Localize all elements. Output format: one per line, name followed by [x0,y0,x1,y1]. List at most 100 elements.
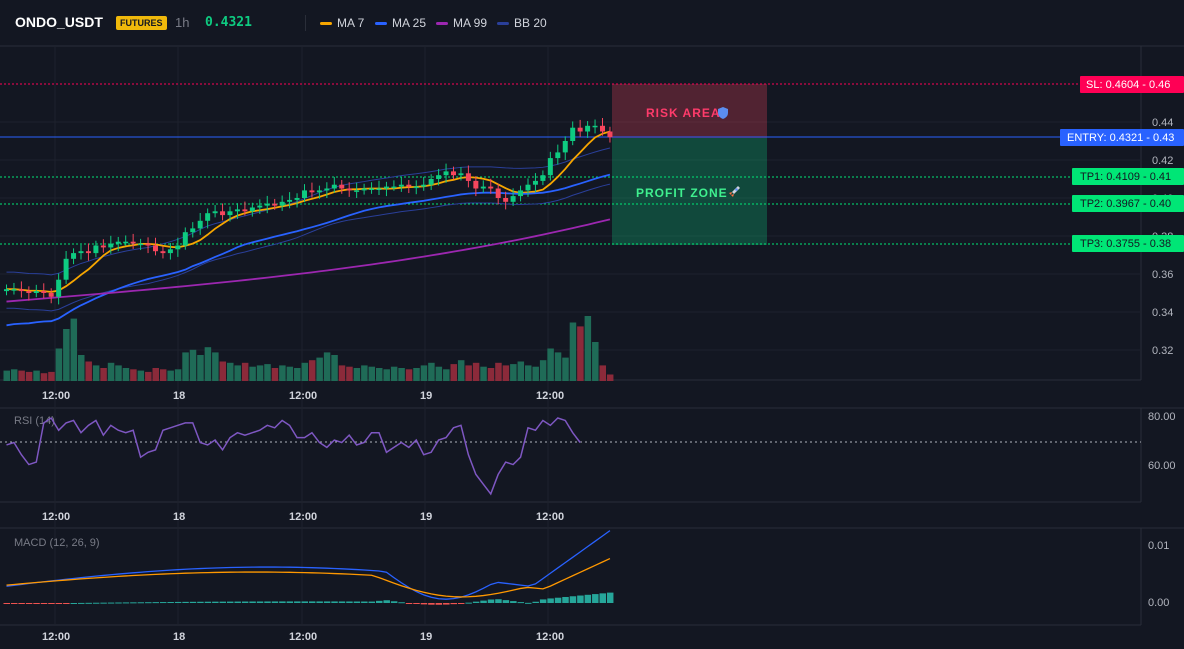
volume-bar [25,371,33,381]
volume-bar [606,374,614,381]
macd-hist-bar [234,601,241,603]
volume-bar [472,362,480,381]
macd-hist-bar [376,600,383,603]
macd-hist-bar [63,603,70,604]
candle-body [287,199,293,202]
candle-body [465,173,471,181]
macd-hist-bar [480,600,487,603]
candle-body [4,289,9,292]
candle-body [18,289,24,292]
macd-hist-bar [279,601,286,603]
macd-axis: 0.01 0.00 [1148,540,1169,609]
time-axis[interactable]: 12:00 18 12:00 19 12:00 [42,390,564,402]
profit-zone [612,138,767,245]
candle-body [555,152,561,159]
candle-body [339,184,345,189]
macd-hist-bar [316,601,323,603]
timeframe-label[interactable]: 1h [175,15,190,30]
candle-body [182,232,188,246]
macd-hist-bar [606,592,614,603]
candle-body [354,190,360,192]
macd-hist-bar [70,602,78,604]
candle-body [190,228,196,233]
candle-body [361,188,367,191]
candle-body [167,249,173,254]
volume-bar [55,348,63,381]
macd-hist-bar [286,601,294,603]
price-tick: 0.42 [1152,155,1173,167]
ma25-swatch [375,22,387,26]
candle-body [48,293,54,297]
candle-body [197,220,203,229]
volume-bar [554,352,562,381]
candle-body [220,211,226,216]
symbol-name[interactable]: ONDO_USDT [15,14,103,30]
macd-hist-bar [219,601,227,603]
volume-bar [338,365,346,381]
time-label: 19 [420,631,432,643]
candle-body [63,258,69,280]
macd-hist-bar [368,601,376,603]
volume-bar [107,362,115,381]
chart-header: ONDO_USDT FUTURES 1h 0.4321 MA 7 MA 25 M… [0,0,1184,46]
price-tick: 0.36 [1152,269,1173,281]
macd-hist-bar [420,603,428,605]
volume-bar [584,316,592,381]
macd-hist-bar [510,601,517,603]
macd-hist-bar [167,601,174,603]
legend-ma7[interactable]: MA 7 [320,16,364,30]
profit-zone-label: PROFIT ZONE [636,186,728,200]
macd-hist-bar [197,601,204,603]
macd-hist-bar [159,602,167,604]
candle-body [234,209,240,212]
svg-text:TP3: 0.3755 - 0.38: TP3: 0.3755 - 0.38 [1080,238,1171,250]
price-tick: 0.34 [1152,307,1173,319]
macd-histogram [3,592,614,605]
risk-area-label: RISK AREA [646,106,721,120]
volume-bar [405,369,413,381]
macd-hist-bar [249,601,256,603]
candle-body [406,184,412,187]
macd-hist-bar [152,602,159,604]
volume-bar [562,357,569,381]
macd-hist-bar [517,602,525,604]
candlesticks [4,118,613,305]
candle-body [346,188,352,191]
macd-hist-bar [539,599,547,603]
candle-body [85,251,91,254]
volume-bar [539,360,547,381]
macd-hist-bar [92,602,100,604]
volume-bars [3,316,614,381]
candle-body [302,190,307,198]
rsi-label: RSI (14) [14,415,55,427]
macd-hist-bar [443,603,450,605]
macd-label: MACD (12, 26, 9) [14,537,100,549]
candle-body [316,190,322,193]
horizontal-grid [0,121,1141,351]
legend-ma25[interactable]: MA 25 [375,16,426,30]
tp2-label: TP2: 0.3967 - 0.40 [1072,195,1184,212]
macd-hist-bar [547,598,554,603]
time-label: 12:00 [289,390,317,402]
candle-body [279,201,285,206]
candle-body [324,188,330,191]
signal-line [6,557,611,598]
macd-hist-bar [525,602,532,604]
candle-body [100,245,106,248]
macd-hist-bar [204,601,212,603]
legend-ma99[interactable]: MA 99 [436,16,487,30]
rsi-line [6,416,581,496]
macd-hist-bar [495,599,502,603]
candle-body [145,243,151,246]
legend-ma7-label: MA 7 [337,16,365,30]
bb-lower [6,183,611,312]
tp2-price-text: 0.40 [1150,198,1171,210]
volume-bar [92,365,100,381]
volume-bar [457,360,465,381]
volume-bar [256,365,264,381]
legend-bb20[interactable]: BB 20 [497,16,547,30]
time-label: 12:00 [289,631,317,643]
macd-hist-bar [18,603,25,604]
sl-label-text: SL: 0.4604 [1086,79,1139,91]
